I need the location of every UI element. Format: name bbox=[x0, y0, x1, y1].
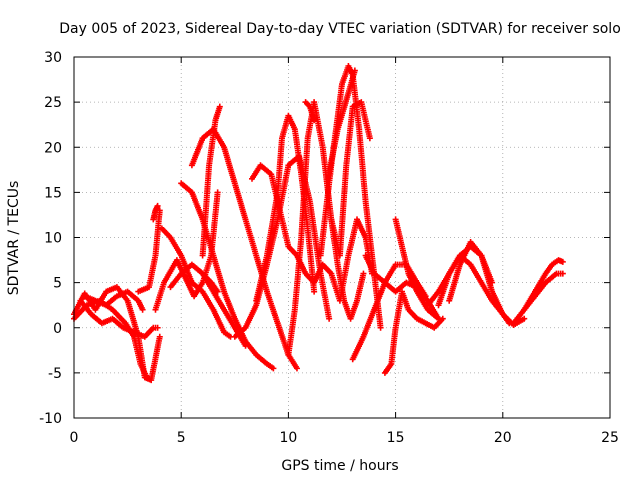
series-arc-28 bbox=[435, 252, 513, 327]
x-tick-label: 20 bbox=[494, 430, 512, 446]
series-markers bbox=[199, 270, 249, 349]
series-arc-24 bbox=[381, 288, 446, 376]
x-axis-label: GPS time / hours bbox=[281, 458, 398, 474]
y-tick-label: 30 bbox=[44, 50, 62, 66]
series-arc-25 bbox=[392, 216, 442, 322]
y-tick-label: 0 bbox=[53, 321, 62, 337]
series-arc-30 bbox=[521, 270, 566, 313]
series-markers bbox=[324, 67, 358, 187]
series-arc-3 bbox=[77, 297, 161, 340]
series-arc-13 bbox=[199, 103, 223, 259]
x-tick-label: 5 bbox=[177, 430, 186, 446]
series-markers bbox=[77, 297, 161, 340]
y-tick-label: 10 bbox=[44, 231, 62, 247]
x-tick-label: 15 bbox=[387, 430, 405, 446]
y-tick-label: 15 bbox=[44, 185, 62, 201]
series-arc-6 bbox=[150, 202, 161, 223]
series-markers bbox=[435, 252, 513, 327]
y-tick-label: 5 bbox=[53, 276, 62, 292]
series-markers bbox=[135, 207, 163, 295]
y-axis-label: SDTVAR / TECUs bbox=[6, 181, 22, 296]
x-tick-label: 0 bbox=[70, 430, 79, 446]
series-markers bbox=[302, 99, 318, 124]
x-tick-label: 25 bbox=[601, 430, 619, 446]
series-arc-5 bbox=[135, 207, 163, 295]
y-tick-label: 25 bbox=[44, 95, 62, 111]
series-markers bbox=[81, 288, 146, 313]
chart-title: Day 005 of 2023, Sidereal Day-to-day VTE… bbox=[59, 21, 621, 37]
series-arc-11 bbox=[199, 270, 249, 349]
series-markers bbox=[328, 216, 367, 322]
series-arc-21 bbox=[328, 216, 367, 322]
axis-ticks: 0 5 10 15 20 25 -10 -5 0 5 10 15 20 25 30 bbox=[39, 50, 619, 446]
x-tick-label: 10 bbox=[279, 430, 297, 446]
series-markers bbox=[199, 103, 223, 259]
series-markers bbox=[381, 288, 446, 376]
y-tick-label: -10 bbox=[39, 411, 62, 427]
series-markers bbox=[392, 216, 442, 322]
series-arc-20 bbox=[324, 67, 358, 187]
y-tick-label: -5 bbox=[48, 366, 62, 382]
series-markers bbox=[521, 270, 566, 313]
y-tick-label: 20 bbox=[44, 140, 62, 156]
series-markers bbox=[150, 202, 161, 223]
series-arc-4 bbox=[81, 288, 146, 313]
series-arc-18 bbox=[302, 99, 318, 124]
